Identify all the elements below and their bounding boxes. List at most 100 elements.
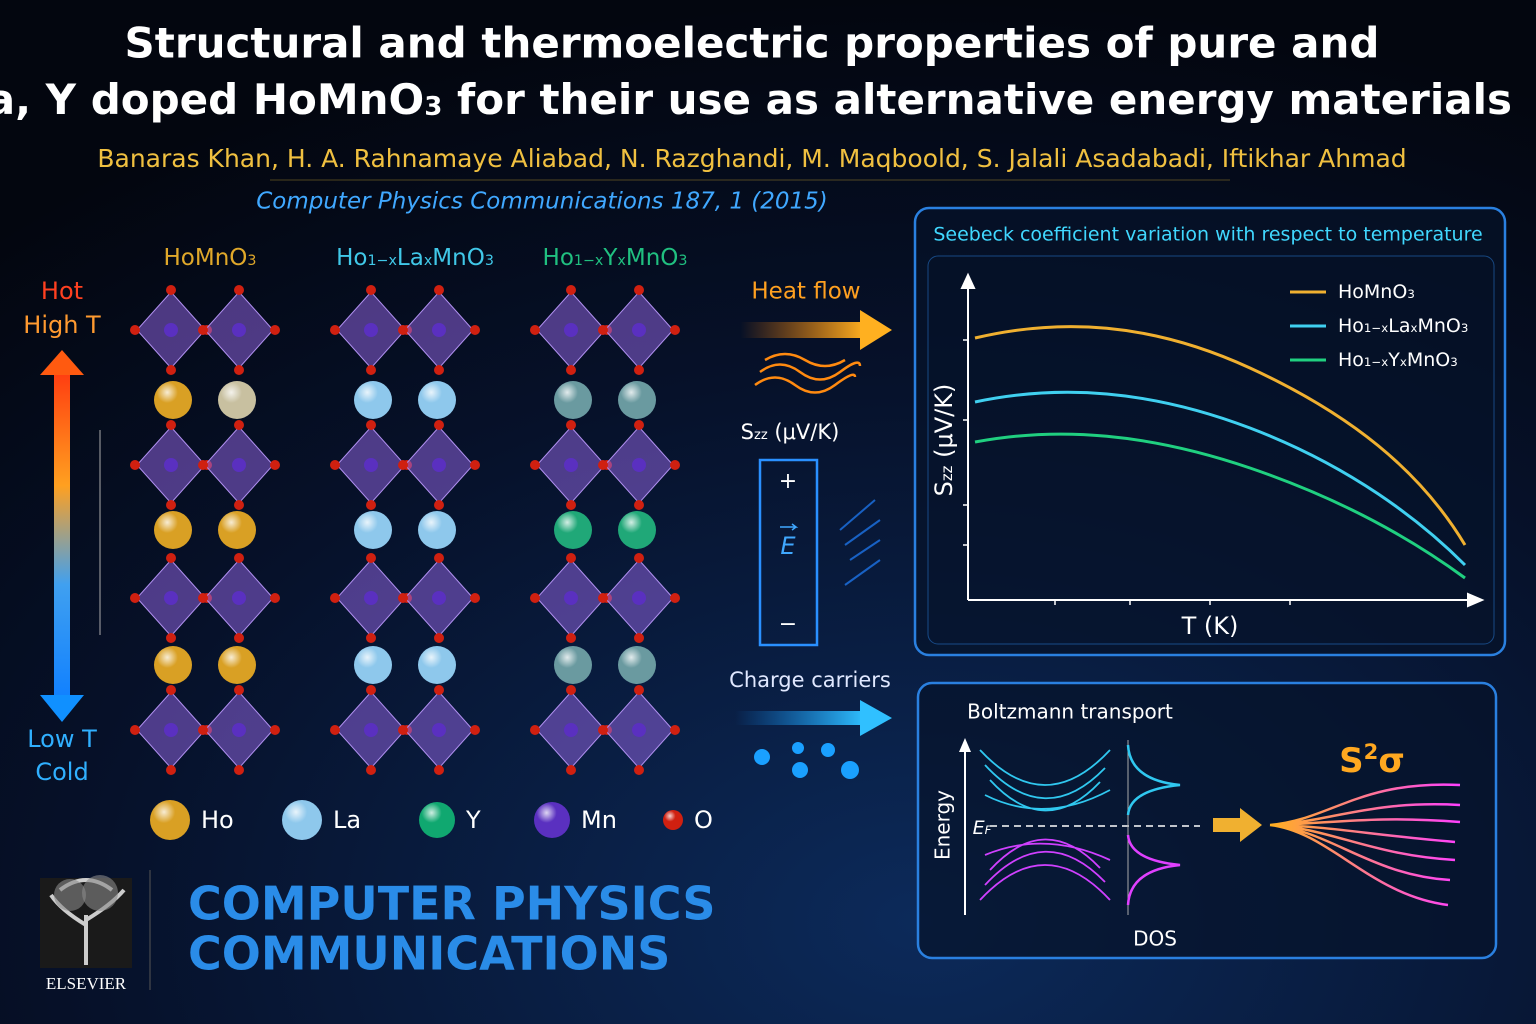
o-atom [198, 325, 208, 335]
o-atom [234, 633, 244, 643]
text-part: Ho [1338, 349, 1364, 371]
atom-highlight [154, 381, 192, 419]
field-arrow [780, 523, 799, 531]
o-atom [366, 553, 376, 563]
atom-highlight [354, 646, 392, 684]
temp-label: Low T [27, 725, 97, 753]
atom-label: Mn [581, 806, 617, 834]
text-part: Ho [1338, 315, 1364, 337]
plus: + [779, 469, 797, 494]
subscript: x [1400, 355, 1407, 369]
mn-atom [164, 591, 178, 605]
atom-highlight [150, 800, 190, 840]
text-part: La, Y doped HoMnO [0, 75, 424, 124]
atom-highlight [282, 800, 322, 840]
o-atom [166, 765, 176, 775]
mn-atom [632, 591, 646, 605]
o-atom [366, 420, 376, 430]
mn-atom [164, 323, 178, 337]
panel-inner [927, 255, 1495, 645]
o-atom [234, 420, 244, 430]
supscript: 2 [1364, 739, 1379, 764]
atom-highlight [218, 381, 256, 419]
structure-label: Ho1−xYxMnO3 [543, 245, 688, 271]
atom-label: Y [465, 806, 481, 834]
legend-label: Ho1−xLaxMnO3 [1338, 315, 1468, 337]
text-part: Ho [336, 245, 367, 271]
o-atom [670, 460, 680, 470]
dos-label: DOS [1133, 927, 1177, 951]
o-atom [198, 725, 208, 735]
atom-highlight [218, 511, 256, 549]
subscript: 3 [678, 253, 687, 269]
mn-atom [564, 458, 578, 472]
y-axis-label: Energy [931, 790, 955, 860]
o-atom [366, 765, 376, 775]
structure-label: HoMnO3 [164, 245, 257, 271]
temp-label: High T [23, 311, 101, 339]
subscript: x [424, 253, 432, 269]
o-atom [670, 325, 680, 335]
atom-highlight [663, 810, 683, 830]
o-atom [234, 500, 244, 510]
structure-label: Ho1−xLaxMnO3 [336, 245, 494, 271]
o-atom [434, 365, 444, 375]
o-atom [434, 553, 444, 563]
transport-panel [916, 681, 1498, 960]
o-atom [398, 725, 408, 735]
o-atom [234, 685, 244, 695]
o-atom [130, 460, 140, 470]
o-atom [398, 325, 408, 335]
text-part: HoMnO [164, 245, 248, 271]
elsevier-logo [40, 870, 151, 990]
text-part: MnO [432, 245, 485, 271]
o-atom [598, 725, 608, 735]
o-atom [530, 325, 540, 335]
text-part: Ho [543, 245, 574, 271]
text-part: La [397, 245, 424, 271]
o-atom [234, 553, 244, 563]
mn-atom [564, 323, 578, 337]
mn-atom [164, 723, 178, 737]
o-atom [366, 633, 376, 643]
text-part: (μV/K) [768, 420, 840, 444]
fermi-label: EF [973, 817, 992, 839]
o-atom [634, 285, 644, 295]
title-line: La, Y doped HoMnO3 for their use as alte… [0, 75, 1512, 124]
band-diagram [959, 738, 1461, 915]
o-atom [166, 685, 176, 695]
subscript: x [617, 253, 625, 269]
mn-atom [632, 323, 646, 337]
o-atom [166, 420, 176, 430]
atom-highlight [534, 802, 570, 838]
o-atom [130, 725, 140, 735]
o-atom [366, 365, 376, 375]
subscript: 3 [485, 253, 494, 269]
atom-highlight [418, 381, 456, 419]
o-atom [270, 460, 280, 470]
o-atom [434, 633, 444, 643]
o-atom [598, 325, 608, 335]
text-part: S [741, 420, 754, 444]
o-atom [166, 633, 176, 643]
text-part: MnO [626, 245, 679, 271]
subscript: 1−x [1364, 321, 1388, 335]
text-part: E [973, 817, 985, 839]
mn-atom [632, 723, 646, 737]
o-atom [634, 420, 644, 430]
o-atom [330, 725, 340, 735]
seebeck-curve [974, 432, 1466, 580]
seebeck-label: Szz (μV/K) [741, 420, 840, 444]
o-atom [366, 500, 376, 510]
atom-highlight [554, 646, 592, 684]
temperature-gradient [40, 350, 101, 722]
legend-label: HoMnO3 [1338, 281, 1415, 303]
mn-atom [564, 723, 578, 737]
title-line: Structural and thermoelectric properties… [125, 19, 1380, 68]
text-part: for their use as alternative energy mate… [442, 75, 1512, 124]
o-atom [634, 685, 644, 695]
o-atom [434, 420, 444, 430]
subscript: 3 [1407, 287, 1415, 301]
o-atom [234, 365, 244, 375]
